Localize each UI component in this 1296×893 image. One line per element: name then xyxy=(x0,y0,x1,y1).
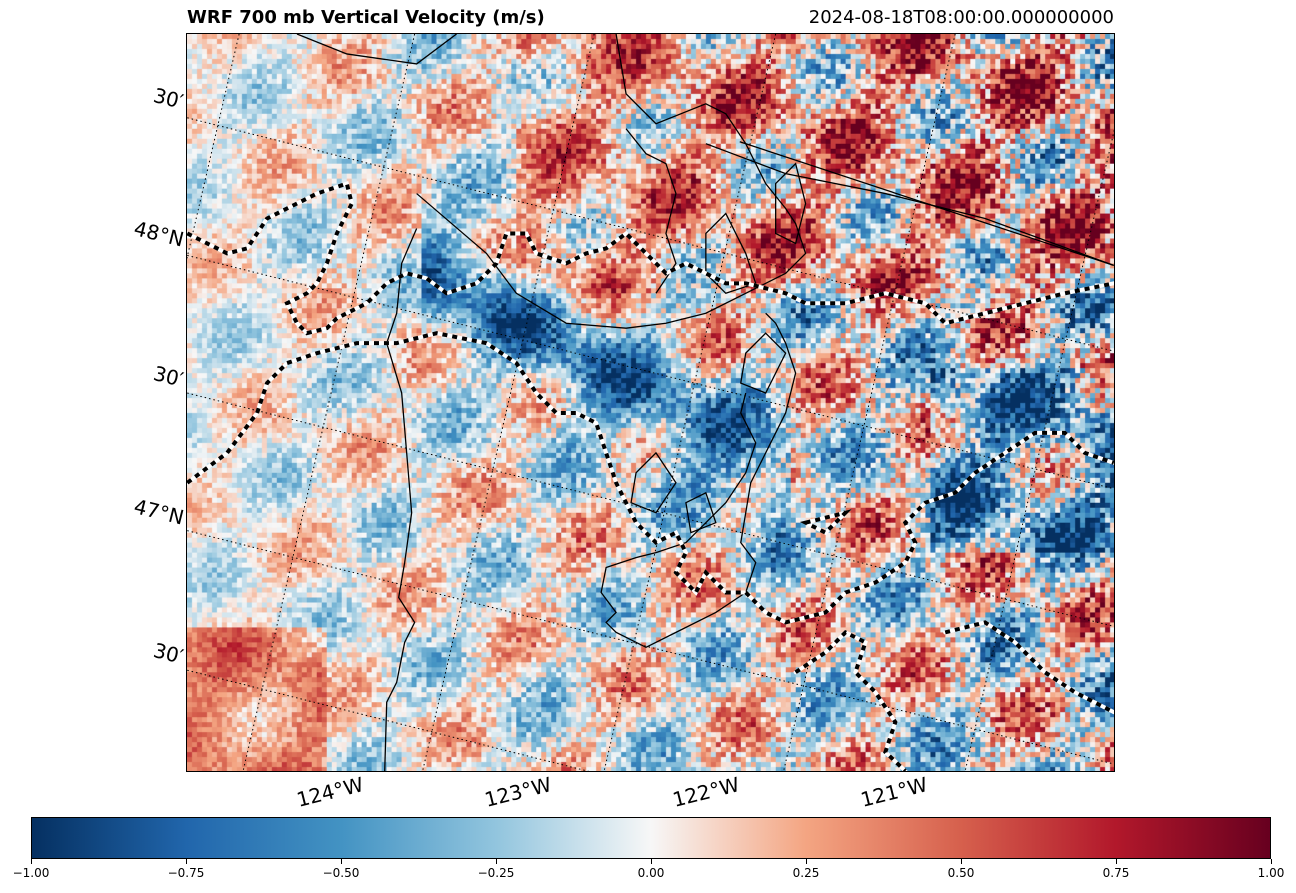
colorbar-tick xyxy=(1270,859,1272,864)
colorbar-tick-label: 0.25 xyxy=(792,866,820,880)
graticule-lon-line xyxy=(422,34,595,771)
coastline xyxy=(740,332,787,394)
coastline xyxy=(384,228,418,771)
coastline xyxy=(775,162,807,245)
lat-label: 30′ xyxy=(150,361,186,392)
map-overlay xyxy=(187,34,1114,771)
colorbar-tick xyxy=(1115,859,1117,864)
contour-lines-white xyxy=(187,181,1114,771)
colorbar-tick xyxy=(185,859,187,864)
timestamp-label: 2024-08-18T08:00:00.000000000 xyxy=(808,7,1114,28)
colorbar-tick xyxy=(650,859,652,864)
colorbar-tick-label: 0.00 xyxy=(637,866,665,880)
contour-lines-black xyxy=(187,181,1114,771)
graticule-lon-line xyxy=(187,34,240,261)
lat-label: 30′ xyxy=(150,83,186,114)
colorbar-tick-label: 0.75 xyxy=(1102,866,1130,880)
graticule-lat-line xyxy=(187,669,590,771)
lon-label: 122°W xyxy=(670,772,742,812)
colorbar-tick xyxy=(960,859,962,864)
lon-label: 123°W xyxy=(482,772,554,812)
colorbar-tick xyxy=(340,859,342,864)
colorbar-tick-label: 0.50 xyxy=(947,866,975,880)
colorbar-tick-label: −0.75 xyxy=(167,866,205,880)
graticule-lon-line xyxy=(964,129,1114,771)
coastline xyxy=(416,34,807,329)
map-panel[interactable] xyxy=(186,33,1115,772)
colorbar-tick xyxy=(805,859,807,864)
coastline xyxy=(625,128,677,294)
graticule-lon-line xyxy=(242,34,416,771)
colorbar xyxy=(31,817,1271,859)
colorbar-tick-label: −0.25 xyxy=(477,866,515,880)
colorbar-tick-label: −1.00 xyxy=(12,866,50,880)
coastlines xyxy=(296,34,1114,771)
graticule-lon-line xyxy=(783,34,956,771)
colorbar-tick-label: −0.50 xyxy=(322,866,360,880)
coastline xyxy=(630,451,677,514)
graticule-lat-line xyxy=(187,254,1114,490)
lon-label: 121°W xyxy=(858,772,930,812)
lat-label: 47°N xyxy=(131,494,186,530)
lat-label: 48°N xyxy=(131,216,186,252)
lon-label: 124°W xyxy=(294,772,366,812)
vertical-velocity-field xyxy=(187,34,1114,771)
colorbar-tick-label: 1.00 xyxy=(1257,866,1285,880)
lat-label: 30′ xyxy=(150,638,186,669)
colorbar-tick xyxy=(495,859,497,864)
coastline xyxy=(705,143,1114,266)
graticule-lat-line xyxy=(187,392,1114,627)
graticule-lon-line xyxy=(603,34,777,771)
coastline xyxy=(685,491,717,534)
state-border xyxy=(739,141,1114,266)
coastline xyxy=(600,312,797,649)
coastline xyxy=(296,34,457,65)
graticule xyxy=(187,34,1114,771)
map-title: WRF 700 mb Vertical Velocity (m/s) xyxy=(187,7,545,28)
colorbar-tick xyxy=(30,859,32,864)
